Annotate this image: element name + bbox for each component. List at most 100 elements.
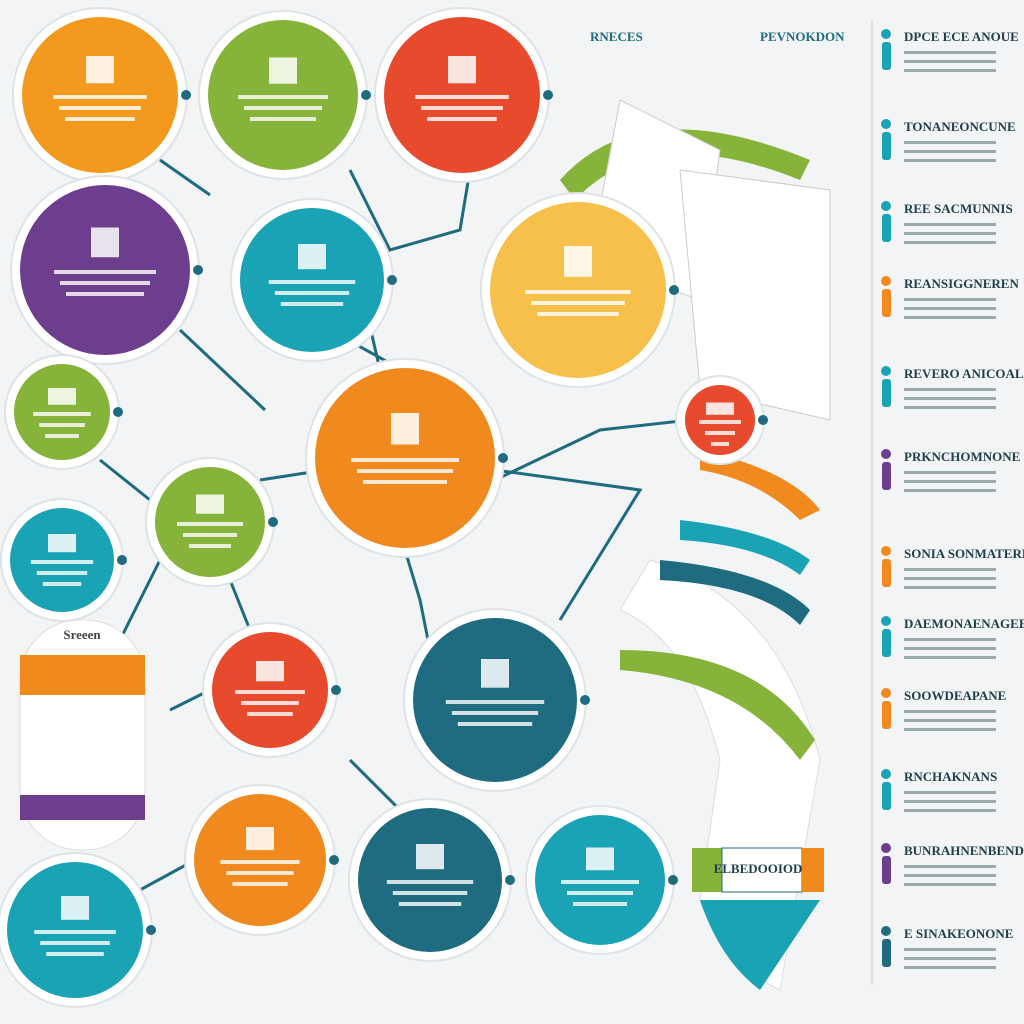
sidebar-heading: DAEMONAENAGEE [904,616,1024,631]
icon-head [881,449,891,459]
icon [586,847,614,871]
text-line [226,871,294,875]
sidebar-heading: PRKNCHOMNONE [904,449,1020,464]
text-line [220,860,300,864]
text-line [904,791,996,794]
dot [193,265,203,275]
text-line [904,656,996,659]
sidebar-heading: SOOWDEAPANE [904,688,1006,703]
text-line [531,301,625,305]
circles [0,7,768,1008]
text-line [33,412,91,416]
dot [758,415,768,425]
banner-right [802,848,824,892]
text-line [36,571,88,575]
banner-left [692,848,722,892]
sidebar-heading: E SINAKEONONE [904,926,1013,941]
icon-head [881,366,891,376]
text-line [904,51,996,54]
icon [86,56,114,84]
text-line [904,397,996,400]
text-line [904,957,996,960]
text-line [525,290,631,294]
dot [387,275,397,285]
text-line [537,312,619,316]
text-line [904,710,996,713]
text-line [415,95,509,99]
text-line [66,292,144,296]
dot [181,90,191,100]
text-line [54,270,156,274]
dot [668,875,678,885]
icon [48,388,76,405]
icon-head [881,616,891,626]
text-line [30,560,94,564]
top-heading: PEVNOKDON [760,29,845,44]
icon-body [882,629,891,657]
text-line [904,480,996,483]
text-line [280,302,344,306]
text-line [60,281,150,285]
text-line [705,431,735,435]
ribbon-tip [700,900,820,990]
banner-text: ELBEDOOIOD [714,861,803,876]
connectors [99,158,691,892]
dot [361,90,371,100]
icon-head [881,29,891,39]
text-line [904,719,996,722]
dot [331,685,341,695]
icon-body [882,214,891,242]
sidebar-heading: BUNRAHNENBEND [904,843,1024,858]
text-line [904,141,996,144]
text-line [59,106,141,110]
text-line [904,800,996,803]
text-line [904,728,996,731]
text-line [177,522,243,526]
text-line [363,480,447,484]
text-line [904,388,996,391]
icon-body [882,289,891,317]
text-line [386,880,474,884]
icon-head [881,276,891,286]
text-line [183,533,237,537]
text-line [250,117,316,121]
text-line [421,106,503,110]
text-line [241,701,299,705]
dot [498,453,508,463]
ribbon-band [660,560,810,625]
text-line [235,690,305,694]
text-line [904,586,996,589]
text-line [904,948,996,951]
sidebar: DPCE ECE ANOUE TONANEONCUNE REE SACMUNNIS R… [881,29,1024,969]
text-line [904,241,996,244]
icon [706,402,734,415]
text-line [561,880,639,884]
sidebar-heading: REVERO ANICOAL [904,366,1024,381]
pill-title: Sreeen [63,627,101,642]
dot [329,855,339,865]
text-line [34,930,116,934]
text-line [244,106,322,110]
icon [481,659,509,688]
ribbon-band [620,650,815,760]
text-line [65,117,135,121]
dot [117,555,127,565]
icon [61,896,89,920]
text-line [904,883,996,886]
text-line [39,423,85,427]
text-line [45,434,79,438]
banner-mid [721,847,803,893]
pill-band [20,795,145,820]
icon-head [881,843,891,853]
ribbon-band [700,450,820,520]
text-line [904,406,996,409]
dot [543,90,553,100]
text-line [904,966,996,969]
text-line [357,469,453,473]
text-line [904,232,996,235]
icon-head [881,769,891,779]
icon-body [882,132,891,160]
sidebar-heading: REANSIGGNEREN [904,276,1019,291]
text-line [904,647,996,650]
